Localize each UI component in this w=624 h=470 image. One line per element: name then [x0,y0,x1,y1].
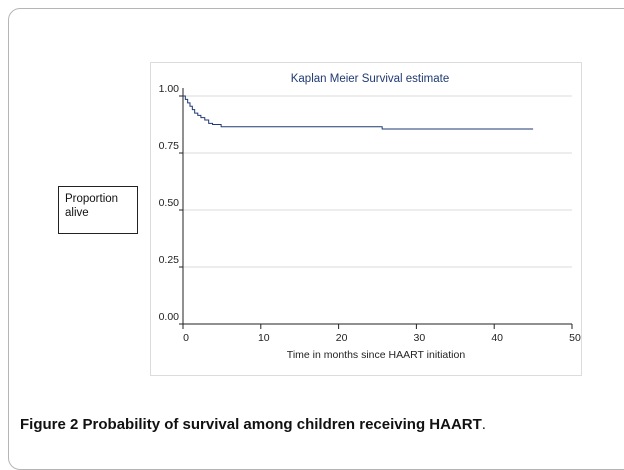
y-tick-label-3: 0.75 [159,140,180,152]
x-tick-label-3: 30 [414,332,426,344]
x-tick-label-0: 0 [183,332,189,344]
x-tick-label-4: 40 [491,332,503,344]
axes [182,88,572,325]
y-tick-label-4: 1.00 [159,83,180,95]
caption-suffix: . [481,416,486,433]
caption-label: Figure 2 [20,416,79,433]
y-axis-label-box: Proportion alive [58,186,138,234]
y-axis-label: Proportion alive [65,193,119,219]
y-axis-ticks: 0.00 0.25 0.50 0.75 1.00 [159,83,183,325]
y-tick-label-0: 0.00 [159,311,180,323]
x-tick-label-1: 10 [258,332,270,344]
kaplan-meier-chart: Kaplan Meier Survival estimate 0.000.250… [159,73,581,361]
caption-text: Probability of survival among children r… [78,416,482,433]
x-axis-label: Time in months since HAART initiation [287,349,466,361]
y-tick-label-1: 0.25 [159,254,180,266]
figure-caption: Figure 2 Probability of survival among c… [20,416,486,433]
grid-lines [183,95,572,268]
chart-title: Kaplan Meier Survival estimate [291,73,450,85]
x-tick-label-5: 50 [569,332,581,344]
survival-curve [183,95,534,130]
x-tick-label-2: 20 [336,332,348,344]
x-axis-ticks: 0 10 20 30 40 50 [182,324,581,344]
y-tick-label-2: 0.50 [159,197,180,209]
